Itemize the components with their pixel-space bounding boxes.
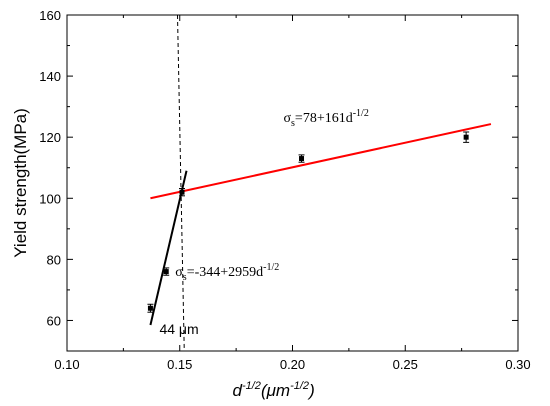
y-axis-ticks: 60 80 100 120 140 160	[39, 8, 518, 352]
plot-frame	[66, 14, 519, 352]
y-tick-label: 80	[47, 252, 61, 267]
point-marker	[299, 156, 305, 162]
y-tick-label: 120	[39, 130, 61, 145]
x-axis-title-sup: -1/2	[242, 380, 261, 392]
black-eq-sub: s	[183, 272, 187, 283]
black-eq-text: =-344+2959d	[187, 265, 263, 280]
data-point	[298, 154, 305, 163]
x-axis-title-close: )	[307, 381, 315, 400]
y-tick-label: 140	[39, 69, 61, 84]
data-point	[179, 187, 186, 197]
data-points	[147, 131, 470, 313]
x-axis-title-open: (	[261, 381, 269, 400]
black-eq-sigma: σ	[175, 265, 183, 280]
black-eq-sup: -1/2	[263, 262, 279, 273]
y-axis-title: Yield strength(MPa)	[11, 108, 30, 258]
y-tick-label: 100	[39, 191, 61, 206]
y-tick-label: 160	[39, 8, 61, 23]
grain-size-label: 44 μm	[159, 321, 198, 337]
red-eq-text: =78+161d	[295, 111, 353, 126]
dashed-reference-line	[176, 14, 185, 352]
x-axis-ticks: 0.10 0.15 0.20 0.25 0.30	[54, 15, 531, 372]
red-eq-sup: -1/2	[353, 108, 369, 119]
y-tick-label: 60	[47, 313, 61, 328]
x-tick-label: 0.20	[280, 357, 305, 372]
x-axis-title-unit: μm	[266, 381, 290, 400]
x-tick-label: 0.25	[393, 357, 418, 372]
data-point	[147, 303, 154, 313]
point-marker	[179, 189, 185, 195]
data-point	[463, 131, 470, 143]
point-marker	[163, 269, 169, 275]
x-axis-title-unit-sup: -1/2	[290, 380, 309, 392]
data-point	[163, 267, 170, 276]
red-eq-sub: s	[291, 118, 295, 129]
x-axis-title: d-1/2(μm-1/2)	[233, 380, 315, 400]
point-marker	[147, 305, 153, 311]
black-fit-line	[149, 170, 188, 326]
red-eq-sigma: σ	[283, 111, 291, 126]
point-marker	[463, 134, 469, 140]
x-axis-title-base: d	[233, 381, 243, 400]
red-fit-line	[150, 123, 492, 200]
fit-lines	[149, 14, 492, 352]
black-fit-equation: σs=-344+2959d-1/2	[175, 262, 279, 283]
red-fit-equation: σs=78+161d-1/2	[283, 108, 368, 129]
x-tick-label: 0.10	[54, 357, 79, 372]
x-tick-label: 0.15	[167, 357, 192, 372]
x-tick-label: 0.30	[505, 357, 530, 372]
